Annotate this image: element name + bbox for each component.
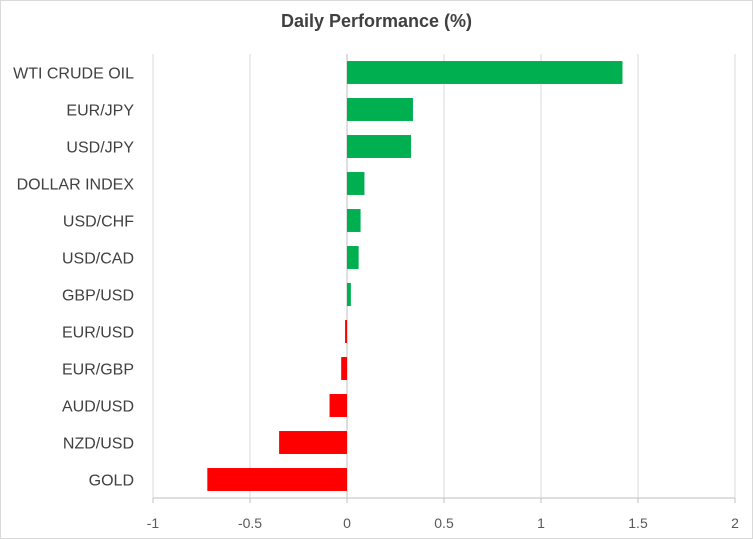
category-label: EUR/USD — [62, 325, 134, 342]
bar — [341, 357, 347, 380]
x-tick-label: 1 — [537, 515, 545, 531]
x-tick-label: -1 — [147, 515, 160, 531]
bar — [347, 172, 365, 195]
bar — [347, 209, 361, 232]
chart-title: Daily Performance (%) — [280, 11, 473, 31]
x-tick-label: -0.5 — [238, 515, 262, 531]
bar — [279, 431, 347, 454]
bar — [347, 61, 623, 84]
x-tick-label: 0 — [343, 515, 351, 531]
bar — [347, 98, 413, 121]
bar — [207, 468, 347, 491]
bar — [347, 246, 359, 269]
x-tick-label: 0.5 — [434, 515, 454, 531]
category-label: NZD/USD — [63, 436, 134, 453]
category-label: USD/JPY — [66, 140, 134, 157]
category-label: GOLD — [89, 473, 134, 490]
x-tick-label: 2 — [731, 515, 739, 531]
category-label: AUD/USD — [62, 399, 134, 416]
bar — [347, 135, 412, 158]
category-label: USD/CAD — [62, 251, 134, 268]
bar — [345, 320, 347, 343]
category-label: EUR/GBP — [62, 362, 134, 379]
bar — [329, 394, 347, 417]
category-label: USD/CHF — [63, 214, 134, 231]
category-label: GBP/USD — [62, 288, 134, 305]
category-label: WTI CRUDE OIL — [13, 66, 134, 83]
category-label: DOLLAR INDEX — [17, 177, 135, 194]
bar — [347, 283, 351, 306]
category-label: EUR/JPY — [66, 103, 134, 120]
x-tick-label: 1.5 — [628, 515, 648, 531]
